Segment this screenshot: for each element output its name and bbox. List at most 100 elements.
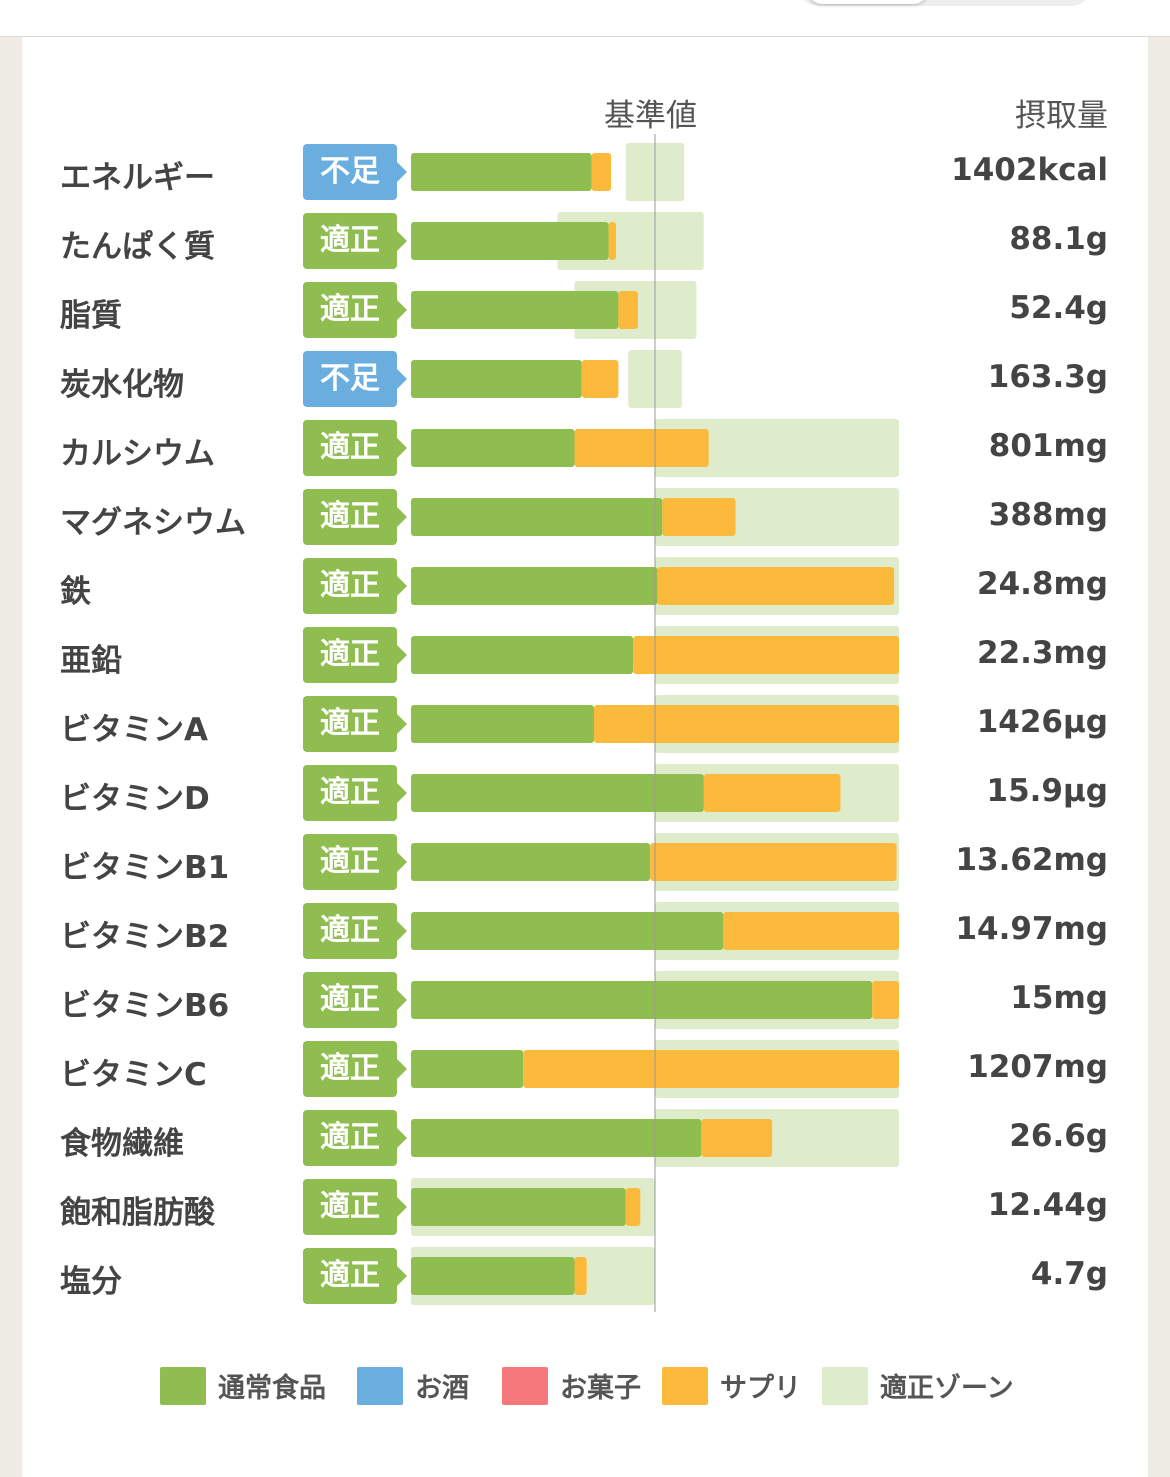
nutrient-name: ビタミンC [60,1057,207,1093]
status-badge: 適正 [303,1041,407,1097]
bar-segment-supplement [523,1050,899,1088]
status-badge: 適正 [303,834,407,890]
intake-value: 52.4g [1009,290,1108,326]
intake-value: 24.8mg [977,566,1108,602]
nutrient-name: 塩分 [60,1264,122,1300]
nutrient-name: 炭水化物 [60,367,184,403]
bar-segment-supplement [591,153,612,191]
nutrient-name: 脂質 [60,298,122,334]
bar-segment-supplement [723,912,899,950]
legend-item: お菓子 [502,1366,641,1405]
reference-header: 基準値 [604,98,697,134]
bar-segment-normal [411,636,634,674]
legend-swatch [662,1366,708,1405]
bar-segment-supplement [625,1188,641,1226]
intake-value: 15.9µg [986,773,1109,809]
nutrient-name: ビタミンB6 [60,988,230,1024]
legend-label: サプリ [720,1373,801,1404]
legend-swatch [502,1366,548,1405]
status-badge: 適正 [303,1110,407,1166]
bar-segment-normal [411,291,619,329]
bar-segment-supplement [662,498,736,536]
status-badge: 適正 [303,420,407,476]
intake-value: 801mg [988,428,1108,464]
nutrient-name: ビタミンA [60,712,208,748]
bar-segment-normal [411,222,609,260]
status-badge: 適正 [303,903,407,959]
bar-segment-supplement [703,774,841,812]
view-toggle[interactable] [800,0,1090,6]
nutrient-name: エネルギー [60,160,215,196]
status-badge: 適正 [303,213,407,269]
bar-segment-normal [411,360,582,398]
bar-segment-supplement [594,705,899,743]
legend-swatch [822,1366,868,1405]
bar-segment-normal [411,705,594,743]
intake-value: 22.3mg [977,635,1108,671]
nutrient-name: 食物繊維 [60,1126,184,1162]
nutrient-name: ビタミンB2 [60,919,230,955]
bar-segment-normal [411,912,724,950]
bar-segment-normal [411,1050,524,1088]
zone-band [655,419,899,477]
bar-segment-normal [411,153,592,191]
legend-label: お酒 [415,1373,469,1404]
bar-segment-normal [411,843,651,881]
intake-value: 388mg [988,497,1108,533]
legend-item: 通常食品 [160,1366,326,1405]
legend-label: 適正ゾーン [880,1373,1014,1404]
bar-segment-normal [411,1188,626,1226]
intake-header: 摂取量 [1015,98,1108,134]
bar-segment-supplement [581,360,619,398]
nutrient-name: たんぱく質 [60,229,215,265]
nutrient-name: 亜鉛 [60,643,122,679]
intake-value: 1426µg [976,704,1108,740]
intake-value: 12.44g [987,1187,1108,1223]
legend-swatch [160,1366,206,1405]
status-badge: 適正 [303,489,407,545]
bar-segment-supplement [650,843,897,881]
bar-segment-normal [411,498,663,536]
bar-segment-normal [411,567,658,605]
legend-item: お酒 [357,1366,469,1405]
bar-segment-supplement [618,291,638,329]
legend-label: 通常食品 [218,1373,326,1404]
legend-item: 適正ゾーン [822,1366,1014,1405]
status-badge: 適正 [303,696,407,752]
status-badge: 不足 [303,144,407,200]
intake-value: 88.1g [1009,221,1108,257]
nutrient-chart-card [22,37,1148,1477]
intake-value: 4.7g [1030,1256,1108,1292]
intake-value: 15mg [1010,980,1108,1016]
bar-segment-supplement [701,1119,773,1157]
nutrient-name: ビタミンB1 [60,850,230,886]
bar-segment-supplement [608,222,616,260]
nutrient-name: カルシウム [60,436,215,472]
intake-value: 1207mg [967,1049,1108,1085]
bar-segment-normal [411,1119,702,1157]
status-badge: 適正 [303,765,407,821]
bar-segment-supplement [633,636,899,674]
status-badge: 適正 [303,627,407,683]
status-badge: 適正 [303,972,407,1028]
bar-segment-supplement [657,567,895,605]
status-badge: 適正 [303,1179,407,1235]
status-badge: 適正 [303,1248,407,1304]
bar-segment-supplement [574,429,709,467]
legend-item: サプリ [662,1366,801,1405]
status-badge: 適正 [303,558,407,614]
legend-swatch [357,1366,403,1405]
bar-segment-normal [411,429,575,467]
intake-value: 13.62mg [955,842,1108,878]
bar-segment-supplement [872,981,899,1019]
intake-value: 1402kcal [951,152,1108,188]
bar-segment-normal [411,774,704,812]
view-toggle-knob[interactable] [806,0,930,4]
status-badge: 適正 [303,282,407,338]
intake-value: 163.3g [987,359,1108,395]
nutrient-name: 鉄 [60,574,91,610]
bar-segment-normal [411,981,873,1019]
nutrient-name: マグネシウム [60,505,246,541]
intake-value: 26.6g [1009,1118,1108,1154]
